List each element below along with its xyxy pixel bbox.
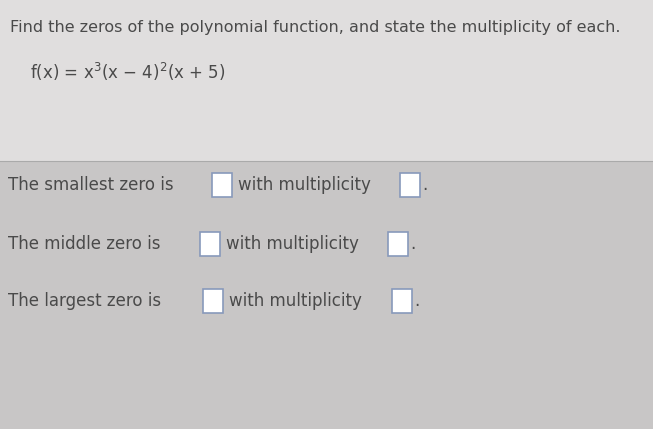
Text: .: . bbox=[414, 292, 419, 310]
Text: The largest zero is: The largest zero is bbox=[8, 292, 161, 310]
FancyBboxPatch shape bbox=[0, 0, 653, 161]
Text: The smallest zero is: The smallest zero is bbox=[8, 176, 174, 194]
Text: with multiplicity: with multiplicity bbox=[226, 235, 359, 253]
Text: f(x) = x$^3$(x $-$ 4)$^2$(x + 5): f(x) = x$^3$(x $-$ 4)$^2$(x + 5) bbox=[30, 61, 225, 83]
FancyBboxPatch shape bbox=[200, 232, 220, 256]
Text: with multiplicity: with multiplicity bbox=[238, 176, 371, 194]
Text: .: . bbox=[422, 176, 427, 194]
FancyBboxPatch shape bbox=[392, 289, 412, 313]
Text: .: . bbox=[410, 235, 415, 253]
FancyBboxPatch shape bbox=[400, 173, 420, 197]
FancyBboxPatch shape bbox=[212, 173, 232, 197]
FancyBboxPatch shape bbox=[203, 289, 223, 313]
Text: with multiplicity: with multiplicity bbox=[229, 292, 362, 310]
Text: The middle zero is: The middle zero is bbox=[8, 235, 161, 253]
Text: Find the zeros of the polynomial function, and state the multiplicity of each.: Find the zeros of the polynomial functio… bbox=[10, 20, 620, 35]
FancyBboxPatch shape bbox=[388, 232, 408, 256]
